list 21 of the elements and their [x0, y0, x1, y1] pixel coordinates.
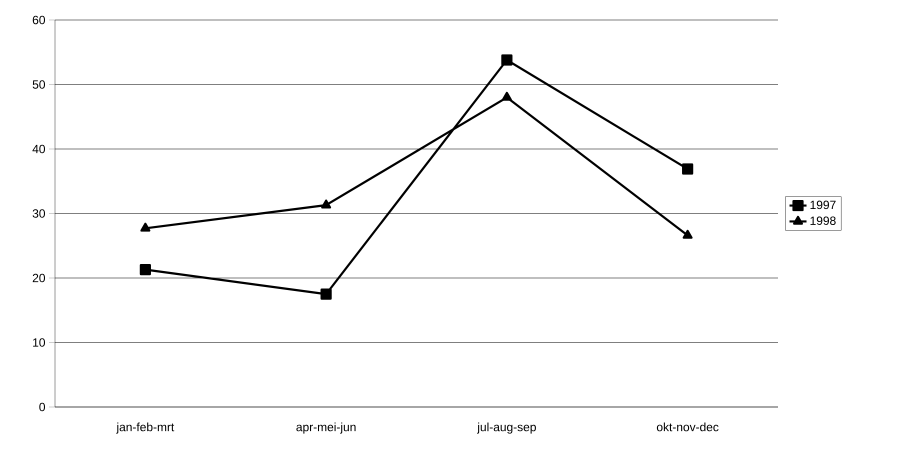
- legend-label: 1998: [810, 216, 836, 225]
- point: [501, 54, 512, 66]
- y-tick-label: 60: [32, 16, 46, 24]
- x-tick-label: jul-aug-sep: [477, 422, 536, 434]
- x-tick-label: jan-feb-mrt: [116, 422, 174, 434]
- point: [140, 264, 151, 276]
- legend-label: 1997: [810, 200, 836, 210]
- y-tick-label: 30: [32, 209, 46, 218]
- point: [321, 200, 332, 208]
- x-tick-label: apr-mei-jun: [296, 422, 356, 434]
- point: [682, 163, 694, 175]
- x-tick-label: okt-nov-dec: [656, 422, 719, 432]
- point: [502, 92, 512, 101]
- y-tick-label: 10: [33, 338, 46, 347]
- point: [682, 230, 693, 239]
- y-tick-label: 40: [32, 144, 46, 154]
- point: [140, 222, 150, 232]
- y-tick-label: 20: [32, 274, 46, 282]
- point: [320, 288, 332, 300]
- y-tick-label: 50: [32, 80, 46, 89]
- y-tick-label: 0: [39, 402, 46, 412]
